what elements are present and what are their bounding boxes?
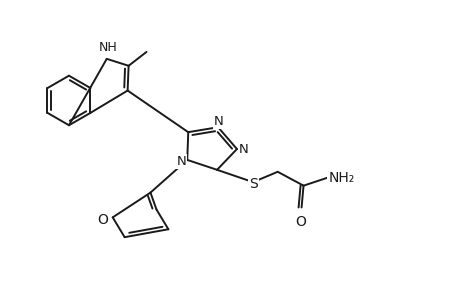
Text: NH: NH bbox=[98, 41, 117, 54]
Text: NH₂: NH₂ bbox=[327, 171, 354, 185]
Text: N: N bbox=[214, 115, 224, 128]
Text: O: O bbox=[295, 215, 305, 230]
Text: O: O bbox=[97, 213, 107, 227]
Text: N: N bbox=[239, 142, 248, 155]
Text: S: S bbox=[249, 177, 257, 191]
Text: N: N bbox=[176, 155, 186, 168]
